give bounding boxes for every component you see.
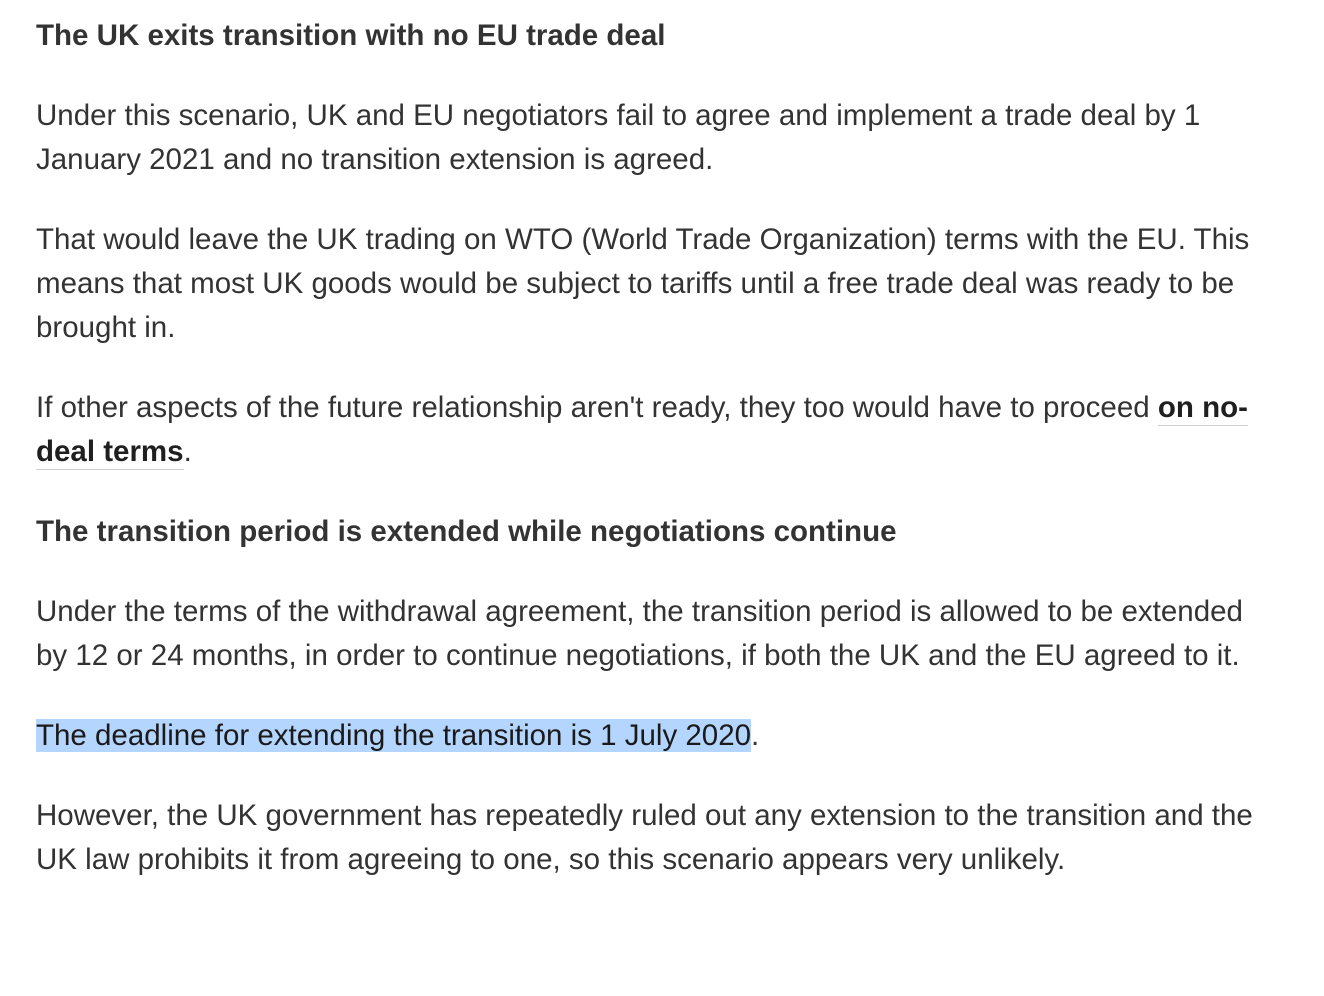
paragraph-no-deal-terms-end: . <box>183 435 192 468</box>
paragraph-government-ruled-out: However, the UK government has repeatedl… <box>36 799 1253 876</box>
paragraph-deadline: The deadline for extending the transitio… <box>36 714 1256 758</box>
paragraph-withdrawal-agreement: Under the terms of the withdrawal agreem… <box>36 595 1243 672</box>
paragraph-scenario-no-deal: Under this scenario, UK and EU negotiato… <box>36 99 1201 176</box>
paragraph-no-deal-terms: If other aspects of the future relations… <box>36 386 1256 474</box>
selected-text-deadline[interactable]: The deadline for extending the transitio… <box>36 719 752 752</box>
paragraph-no-deal-terms-text: If other aspects of the future relations… <box>36 391 1158 424</box>
no-deal-terms-link[interactable]: on no-deal terms <box>36 391 1248 470</box>
heading-no-trade-deal: The UK exits transition with no EU trade… <box>36 19 666 52</box>
paragraph-deadline-end: . <box>751 719 760 752</box>
heading-transition-extended: The transition period is extended while … <box>36 515 897 548</box>
article-body: The UK exits transition with no EU trade… <box>36 19 1256 876</box>
paragraph-wto-terms: That would leave the UK trading on WTO (… <box>36 223 1250 344</box>
